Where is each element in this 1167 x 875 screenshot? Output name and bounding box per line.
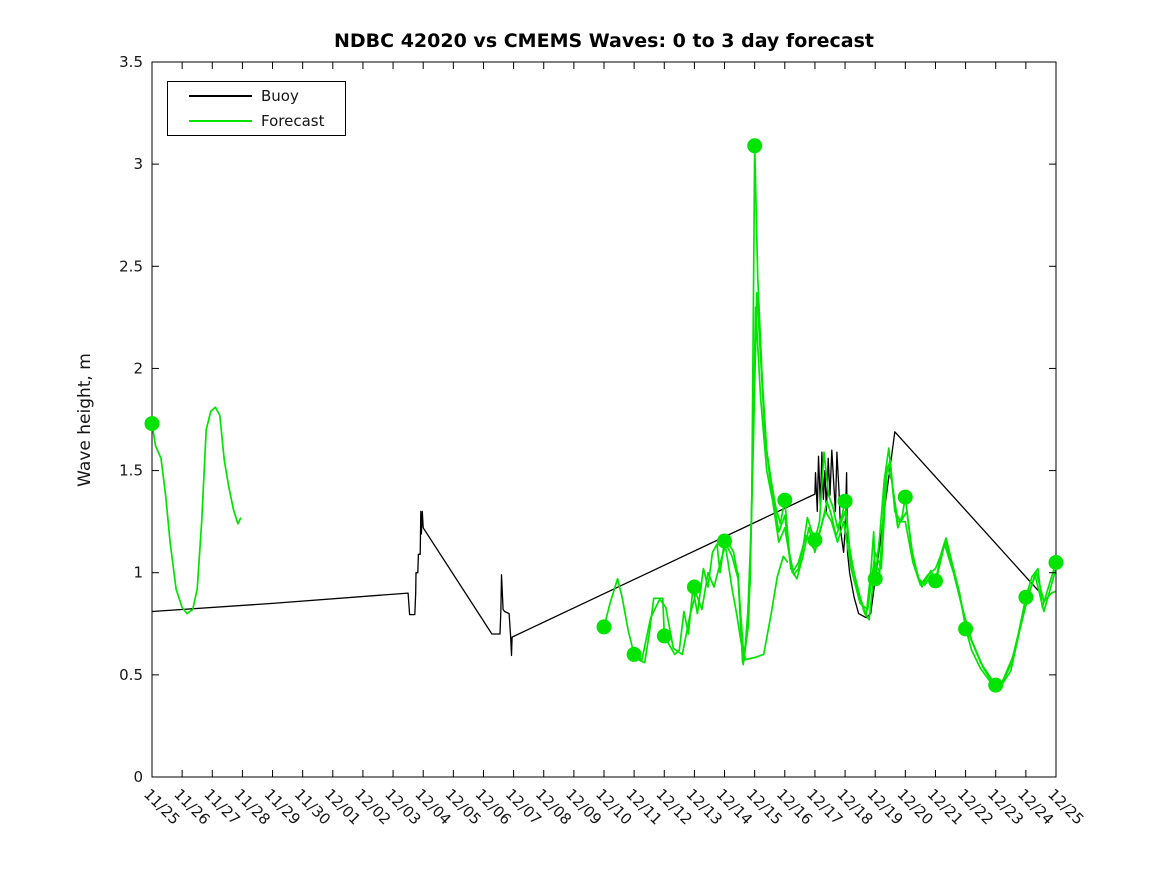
series-forecast-run-main <box>599 144 1057 686</box>
y-tick-label: 2 <box>133 359 143 377</box>
legend-box: Buoy Forecast <box>167 81 346 136</box>
forecast-start-marker <box>656 628 672 644</box>
forecast-start-marker <box>958 621 974 637</box>
y-tick-label: 1 <box>133 564 143 582</box>
forecast-start-marker <box>747 138 763 154</box>
series-forecast-run-alt-2 <box>631 306 1057 684</box>
legend-label-forecast: Forecast <box>261 112 325 130</box>
series-forecast-run-alt-3 <box>723 540 789 661</box>
legend-item-forecast: Forecast <box>189 112 345 130</box>
series-forecast-run-11-25 <box>151 406 242 615</box>
forecast-start-marker <box>988 677 1004 693</box>
forecast-start-marker <box>897 489 913 505</box>
chart-title: NDBC 42020 vs CMEMS Waves: 0 to 3 day fo… <box>334 30 874 52</box>
y-tick-label: 3 <box>133 155 143 173</box>
forecast-start-marker <box>144 416 160 432</box>
forecast-start-marker <box>686 579 702 595</box>
forecast-start-marker <box>928 573 943 589</box>
axes-box <box>151 61 1057 778</box>
forecast-line-sample <box>189 120 252 122</box>
forecast-start-marker <box>1048 555 1064 570</box>
forecast-start-marker <box>777 492 793 508</box>
y-tick-label: 0.5 <box>119 666 143 684</box>
forecast-start-marker <box>867 571 883 587</box>
forecast-start-marker <box>837 493 853 509</box>
legend-item-buoy: Buoy <box>189 87 345 105</box>
y-tick-label: 3.5 <box>119 53 143 71</box>
y-tick-label: 1.5 <box>119 462 143 480</box>
series-forecast-run-alt-1 <box>737 291 1057 688</box>
forecast-start-marker <box>626 646 642 662</box>
y-tick-label: 0 <box>133 768 143 786</box>
forecast-start-marker <box>1018 589 1034 605</box>
buoy-line-sample <box>189 95 252 97</box>
legend-label-buoy: Buoy <box>261 87 299 105</box>
y-tick-label: 2.5 <box>119 257 143 275</box>
forecast-start-marker <box>596 619 612 635</box>
forecast-start-marker <box>717 533 732 549</box>
forecast-start-marker <box>807 532 823 548</box>
